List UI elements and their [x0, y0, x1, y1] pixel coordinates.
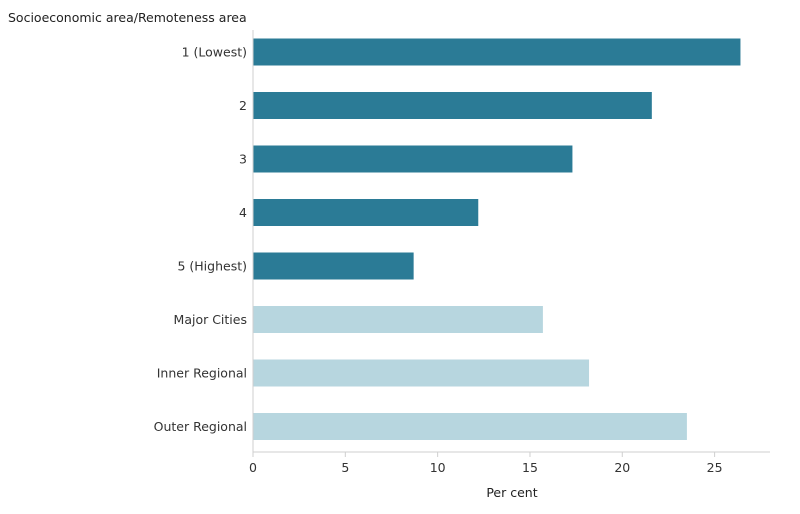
x-tick-label: 5 [341, 460, 349, 475]
category-label: Outer Regional [154, 419, 247, 434]
bar-1-lowest [253, 38, 741, 66]
category-label: 4 [239, 205, 247, 220]
category-label: Inner Regional [157, 366, 247, 381]
category-label: 3 [239, 152, 247, 167]
bar-2 [253, 92, 652, 119]
x-tick-label: 10 [430, 460, 446, 475]
bar-major-cities [253, 306, 543, 333]
bar-5-highest [253, 252, 414, 280]
x-tick-label: 20 [614, 460, 630, 475]
bar-inner-regional [253, 359, 590, 387]
category-label: 1 (Lowest) [182, 45, 247, 60]
category-label: Major Cities [174, 312, 247, 327]
category-labels: 1 (Lowest) 2 3 4 5 (Highest) Major Cities Inne… [154, 45, 247, 435]
bar-4 [253, 199, 479, 226]
category-label: 5 (Highest) [177, 259, 247, 274]
x-tick-label: 0 [249, 460, 257, 475]
x-axis-ticks: 0 5 10 15 20 25 [249, 452, 723, 475]
bar-3 [253, 145, 573, 173]
x-tick-label: 15 [522, 460, 538, 475]
y-axis-title: Socioeconomic area/Remoteness area [8, 10, 247, 25]
bar-outer-regional [253, 413, 687, 440]
x-axis-title: Per cent [486, 485, 537, 500]
x-tick-label: 25 [707, 460, 723, 475]
bars [253, 38, 741, 440]
category-label: 2 [239, 98, 247, 113]
